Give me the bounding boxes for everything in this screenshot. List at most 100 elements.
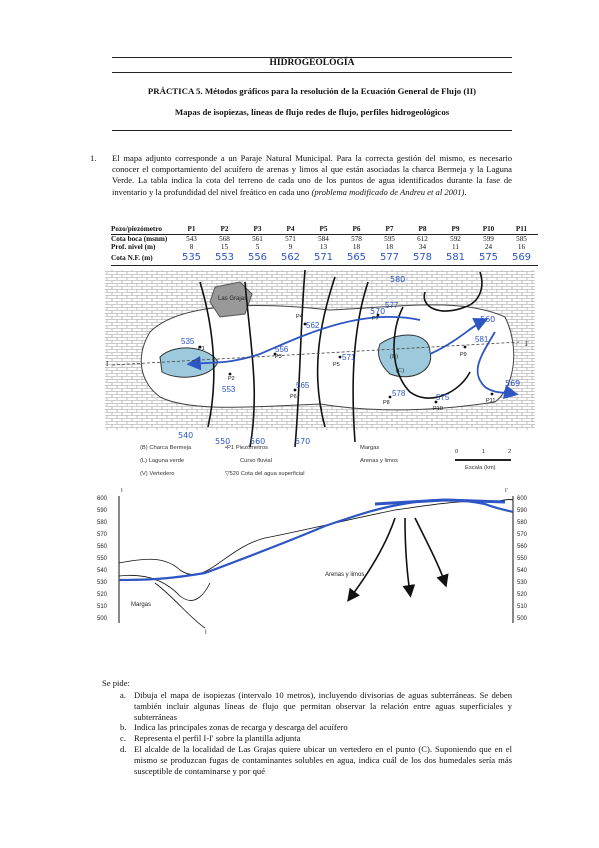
- table-header-cell: P6: [352, 225, 361, 233]
- title-rule: [112, 72, 512, 73]
- table-cell: 18: [352, 243, 361, 251]
- isoline-label: 550: [215, 437, 230, 446]
- question-letter: c.: [120, 733, 126, 744]
- svg-text:565: 565: [296, 381, 310, 390]
- table-header-row: Pozo/piezómetro P1 P2 P3 P4 P5 P6 P7 P8 …: [111, 225, 538, 234]
- scale-label: Escala (km): [465, 465, 496, 471]
- axis-tick: 520: [97, 592, 108, 598]
- ground-surface: [118, 499, 514, 575]
- table-cell: 561: [252, 234, 263, 243]
- table-cell: 24: [484, 243, 493, 251]
- question-letter: b.: [120, 722, 127, 733]
- axis-tick: 570: [517, 532, 528, 538]
- table-header-cell: P3: [253, 225, 262, 233]
- axis-tick: 550: [517, 556, 528, 562]
- legend-item: Arenas y limos: [360, 458, 399, 464]
- page-title: HIDROGEOLOGÍA: [269, 58, 355, 68]
- svg-text:578: 578: [392, 389, 406, 398]
- section-label-left: I: [106, 360, 109, 368]
- subtitle-rule: [112, 130, 512, 131]
- axis-tick: 560: [97, 544, 108, 550]
- axis-tick: 540: [97, 568, 108, 574]
- question-item: c. Representa el perfil I-I' sobre la pla…: [112, 733, 512, 744]
- table-cell: 11: [452, 243, 459, 251]
- piezometric-map: Las Grajas (B) (C) I I' 580 570 560 540 …: [105, 269, 535, 448]
- axis-tick: 520: [517, 592, 528, 598]
- table-cell: 595: [384, 234, 395, 243]
- handwritten-cell: 556: [247, 251, 268, 263]
- las-grajas-area: [209, 281, 253, 318]
- svg-text:P5: P5: [333, 362, 340, 368]
- svg-text:571: 571: [342, 353, 356, 362]
- laguna-verde: [377, 334, 432, 378]
- handwritten-cell: 569: [511, 251, 532, 263]
- table-cell: 15: [220, 243, 229, 251]
- practice-title: PRÁCTICA 5. Métodos gráficos para la res…: [147, 86, 477, 96]
- axis-tick: 560: [517, 544, 528, 550]
- exercise-citation: (problema modificado de Andreu et al 200…: [311, 186, 465, 197]
- well-data-table: Pozo/piezómetro P1 P2 P3 P4 P5 P6 P7 P8 …: [111, 225, 538, 266]
- marl-contact: [118, 574, 211, 601]
- questions-list: a. Dibuja el mapa de isopiezas (intervalo…: [112, 690, 512, 776]
- exercise-end: .: [464, 186, 467, 197]
- table-cell: 568: [219, 234, 230, 243]
- svg-text:P6: P6: [290, 394, 297, 400]
- question-item: d. El alcalde de la localidad de Las Graj…: [112, 744, 512, 776]
- svg-text:P1: P1: [198, 346, 205, 352]
- axis-tick: 510: [517, 604, 528, 610]
- table-cell: 34: [418, 243, 427, 251]
- svg-text:P3: P3: [275, 354, 282, 360]
- isoline-label: 570: [295, 437, 310, 446]
- table-header-cell: P5: [319, 225, 328, 233]
- svg-text:P10: P10: [433, 406, 443, 412]
- table-cell: 592: [450, 234, 461, 243]
- question-text: Indica las principales zonas de recarga …: [134, 722, 348, 733]
- lake-surface: [374, 498, 506, 506]
- profile-label-bottom: I: [205, 630, 207, 636]
- table-cell: 5: [255, 243, 260, 251]
- handwritten-cell: 535: [181, 251, 202, 263]
- axis-tick: 500: [517, 616, 528, 622]
- handwritten-cell: 571: [313, 251, 334, 263]
- water-table: [118, 498, 514, 582]
- section-label-right: I': [525, 340, 529, 348]
- table-cell: 571: [285, 234, 296, 243]
- piezometer-p9: P9 581: [460, 335, 489, 358]
- question-item: b. Indica las principales zonas de recarg…: [112, 722, 512, 733]
- exercise-text: El mapa adjunto corresponde a un Paraje …: [112, 153, 512, 197]
- axis-tick: 510: [97, 604, 108, 610]
- question-text: Representa el perfil I-I' sobre la plant…: [134, 733, 301, 744]
- svg-text:P2: P2: [228, 376, 235, 382]
- questions-intro: Se pide:: [102, 678, 130, 688]
- question-text: Dibuja el mapa de isopiezas (intervalo 1…: [134, 690, 512, 722]
- isoline-label: 569: [505, 379, 520, 388]
- axis-tick: 580: [517, 520, 528, 526]
- table-header-cell: P7: [385, 225, 394, 233]
- table-cell: 599: [483, 234, 494, 243]
- label-marls: Margas: [131, 602, 151, 608]
- flow-lines: [186, 315, 519, 399]
- table-row: Prof. nivel (m) 8 15 5 9 13 18 18 34 11 …: [111, 243, 538, 252]
- table-cell: 612: [417, 234, 428, 243]
- svg-text:P4: P4: [296, 314, 303, 320]
- axis-tick: 580: [97, 520, 108, 526]
- table-header-cell: P8: [418, 225, 427, 233]
- question-letter: a.: [120, 690, 126, 700]
- handwritten-cell: 578: [412, 251, 433, 263]
- svg-text:P8: P8: [383, 400, 390, 406]
- flow-arrows: [347, 517, 449, 602]
- isoline-label: 570: [370, 307, 385, 316]
- profile-label-right: I': [505, 488, 508, 494]
- question-text: El alcalde de la localidad de Las Grajas…: [134, 743, 512, 776]
- piezometer-p2: P2 553: [222, 372, 236, 394]
- table-header-cell: P11: [515, 225, 528, 233]
- axis-tick: 540: [517, 568, 528, 574]
- svg-text:P7: P7: [372, 316, 379, 322]
- question-letter: d.: [120, 743, 127, 754]
- legend-item: Margas: [360, 445, 380, 451]
- scale-tick: 0: [455, 449, 459, 455]
